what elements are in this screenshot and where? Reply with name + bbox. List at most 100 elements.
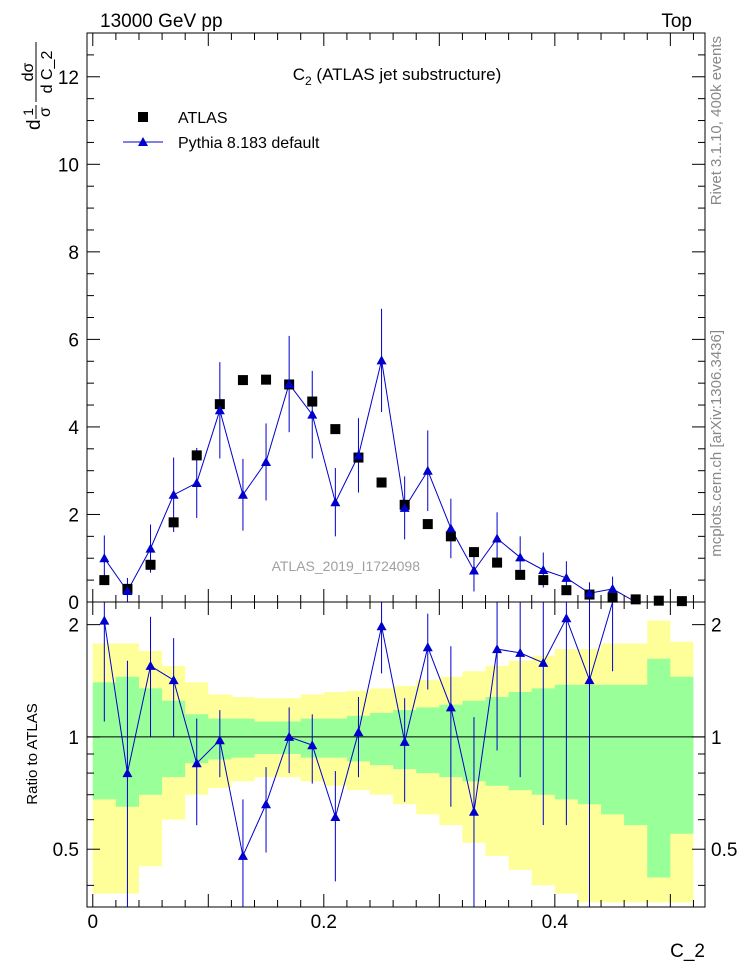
main-panel: 0 2 4 6 8 10 12 C2 (ATLAS jet substructure) d … (20, 32, 706, 614)
ratio-frame (86, 601, 706, 908)
svg-text:σ: σ (37, 107, 54, 117)
pythia-point (468, 565, 479, 575)
ratio-point (561, 613, 572, 623)
main-y-tick-label: 0 (68, 593, 79, 614)
ratio-y-tick-label: 2 (68, 616, 79, 637)
x-axis-label: C_2 (670, 941, 705, 962)
ratio-point (168, 675, 179, 685)
atlas-point (422, 519, 433, 530)
svg-text:d: d (24, 119, 45, 130)
ratio-y-tick-label: 0.5 (53, 840, 79, 861)
watermark: ATLAS_2019_I1724098 (272, 558, 421, 574)
ratio-point (307, 740, 318, 750)
atlas-point (99, 575, 110, 586)
atlas-point (261, 374, 272, 385)
plot-title: C2 (ATLAS jet substructure) (293, 65, 502, 88)
ratio-panel: 0.5 0.5 1 1 2 2 0 0.2 0.4 Ratio to ATLAS (24, 601, 737, 933)
header-top: Top (661, 11, 692, 32)
x-tick-label: 0.2 (311, 912, 337, 933)
legend-label-atlas: ATLAS (178, 110, 228, 127)
header-energy: 13000 GeV pp (100, 11, 223, 32)
atlas-point (307, 396, 318, 407)
pythia-point (122, 586, 133, 596)
ratio-point (399, 736, 410, 746)
ratio-point (468, 806, 479, 816)
ratio-point (261, 799, 272, 809)
pythia-point (422, 465, 433, 475)
atlas-point (214, 399, 225, 410)
ratio-point (145, 660, 156, 670)
pythia-point (145, 543, 156, 553)
ratio-point (214, 735, 225, 745)
ratio-point (330, 812, 341, 822)
pythia-point (237, 489, 248, 499)
atlas-point (492, 557, 503, 568)
atlas-point (445, 531, 456, 542)
ratio-y-tick-label-right: 1 (711, 728, 722, 749)
pythia-point (191, 477, 202, 487)
ratio-point (515, 647, 526, 657)
pythia-point (99, 553, 110, 563)
pythia-point (515, 552, 526, 562)
ratio-y-label: Ratio to ATLAS (24, 703, 41, 804)
pythia-point (492, 533, 503, 543)
legend-label-pythia: Pythia 8.183 default (178, 135, 320, 152)
pythia-point (330, 497, 341, 507)
ratio-point (584, 675, 595, 685)
pythia-point (538, 565, 549, 575)
atlas-point (191, 450, 202, 461)
atlas-point (330, 424, 341, 435)
atlas-point (515, 569, 526, 580)
atlas-point (538, 575, 549, 586)
pythia-point (307, 409, 318, 419)
x-tick-label: 0.4 (542, 912, 569, 933)
main-y-tick-label: 6 (68, 330, 79, 351)
ratio-point (492, 644, 503, 654)
atlas-point (376, 477, 387, 488)
svg-text:dσ: dσ (20, 62, 37, 81)
main-y-tick-label: 4 (68, 418, 79, 439)
ratio-point (284, 731, 295, 741)
main-y-tick-label: 10 (58, 155, 79, 176)
ratio-point (422, 642, 433, 652)
ratio-point (99, 615, 110, 625)
ratio-y-tick-label-right: 2 (711, 616, 722, 637)
pythia-point (561, 572, 572, 582)
atlas-point (237, 375, 248, 386)
atlas-point (653, 595, 664, 606)
ratio-point (538, 657, 549, 667)
main-y-tick-label: 12 (58, 68, 79, 89)
x-tick-label: 0 (87, 912, 98, 933)
pythia-point (607, 583, 618, 593)
atlas-point (630, 594, 641, 605)
ratio-point (191, 758, 202, 768)
ratio-point (122, 768, 133, 778)
atlas-point (607, 592, 618, 603)
side-text-mcplots: mcplots.cern.ch [arXiv:1306.3436] (708, 330, 725, 557)
main-y-tick-label: 2 (68, 505, 79, 526)
ratio-point (353, 727, 364, 737)
pythia-point (214, 405, 225, 415)
legend-marker-pythia (138, 137, 148, 146)
pythia-point (376, 355, 387, 365)
ratio-y-tick-label: 1 (68, 728, 79, 749)
legend: ATLAS Pythia 8.183 default (123, 110, 320, 152)
main-y-tick-label: 8 (68, 243, 79, 264)
pythia-point (445, 523, 456, 533)
ratio-point (376, 621, 387, 631)
pythia-point (584, 588, 595, 598)
svg-text:1: 1 (20, 108, 36, 116)
ratio-point (237, 850, 248, 860)
pythia-point (261, 456, 272, 466)
pythia-point (168, 489, 179, 499)
atlas-point (468, 547, 479, 558)
ratio-point (445, 702, 456, 712)
pythia-point (399, 502, 410, 512)
ratio-y-tick-label-right: 0.5 (711, 840, 737, 861)
atlas-point (145, 559, 156, 570)
atlas-point (168, 517, 179, 528)
main-y-label: d 1 σ dσ d C_2 (20, 42, 56, 130)
side-text-rivet: Rivet 3.1.10, 400k events (708, 36, 725, 205)
pythia-point (353, 450, 364, 460)
